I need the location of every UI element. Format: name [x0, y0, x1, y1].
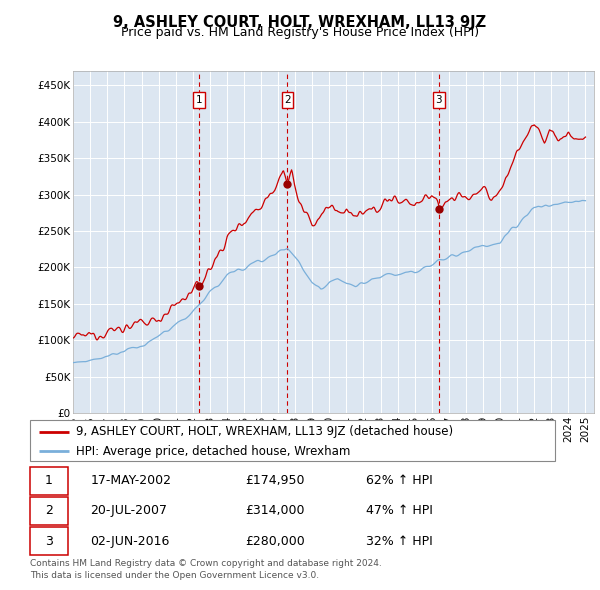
Text: HPI: Average price, detached house, Wrexham: HPI: Average price, detached house, Wrex…: [76, 444, 350, 458]
Text: 3: 3: [436, 95, 442, 105]
Text: 47% ↑ HPI: 47% ↑ HPI: [366, 504, 433, 517]
Text: 9, ASHLEY COURT, HOLT, WREXHAM, LL13 9JZ (detached house): 9, ASHLEY COURT, HOLT, WREXHAM, LL13 9JZ…: [76, 425, 454, 438]
Text: £174,950: £174,950: [245, 474, 305, 487]
Text: 1: 1: [45, 474, 53, 487]
Text: 17-MAY-2002: 17-MAY-2002: [91, 474, 172, 487]
Text: £280,000: £280,000: [245, 535, 305, 548]
Text: 2: 2: [284, 95, 291, 105]
Text: 20-JUL-2007: 20-JUL-2007: [91, 504, 167, 517]
Text: £314,000: £314,000: [245, 504, 305, 517]
FancyBboxPatch shape: [30, 527, 68, 555]
Text: 02-JUN-2016: 02-JUN-2016: [91, 535, 170, 548]
Text: 32% ↑ HPI: 32% ↑ HPI: [366, 535, 433, 548]
Text: 9, ASHLEY COURT, HOLT, WREXHAM, LL13 9JZ: 9, ASHLEY COURT, HOLT, WREXHAM, LL13 9JZ: [113, 15, 487, 30]
Text: 2: 2: [45, 504, 53, 517]
Text: Contains HM Land Registry data © Crown copyright and database right 2024.
This d: Contains HM Land Registry data © Crown c…: [30, 559, 382, 580]
Text: Price paid vs. HM Land Registry's House Price Index (HPI): Price paid vs. HM Land Registry's House …: [121, 26, 479, 39]
FancyBboxPatch shape: [30, 467, 68, 495]
Text: 1: 1: [196, 95, 202, 105]
Text: 3: 3: [45, 535, 53, 548]
FancyBboxPatch shape: [30, 497, 68, 525]
Text: 62% ↑ HPI: 62% ↑ HPI: [366, 474, 433, 487]
